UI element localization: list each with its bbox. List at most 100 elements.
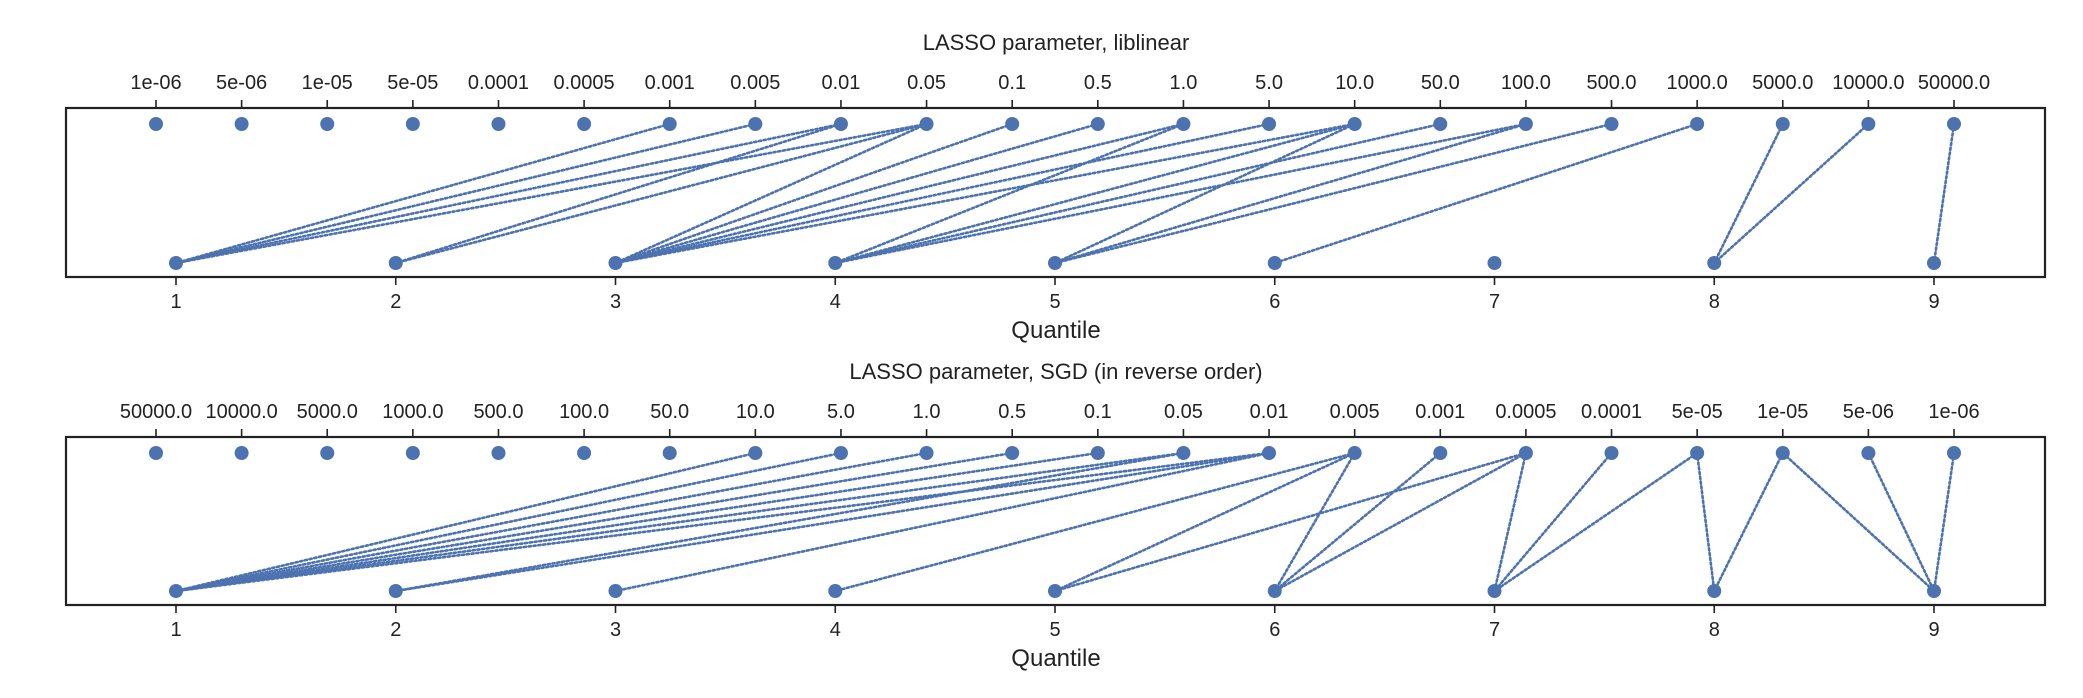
- top-tick-label: 100.0: [559, 401, 609, 423]
- link-line: [1712, 451, 1785, 593]
- top-point: [1604, 446, 1619, 460]
- top-tick-label: 500.0: [1586, 72, 1636, 94]
- bottom-tick-label: 6: [1269, 291, 1280, 313]
- top-tick-label: 5e-05: [387, 72, 438, 94]
- link-line: [1273, 451, 1356, 593]
- link-line: [1712, 122, 1870, 265]
- bottom-point: [608, 256, 623, 270]
- bottom-point: [169, 256, 183, 270]
- top-point: [1347, 446, 1362, 460]
- bottom-point: [828, 256, 843, 270]
- top-tick-label: 0.0001: [1581, 401, 1642, 423]
- link-line: [614, 122, 1100, 265]
- top-point: [1433, 117, 1448, 131]
- link-line: [1695, 451, 1716, 593]
- link-line: [1053, 122, 1356, 265]
- bottom-point: [1707, 256, 1722, 270]
- top-tick-label: 0.01: [1250, 401, 1289, 423]
- link-line: [1273, 451, 1528, 593]
- top-tick-label: 0.5: [998, 401, 1026, 423]
- top-point: [491, 117, 506, 131]
- bottom-tick-label: 4: [830, 619, 841, 641]
- top-tick-label: 0.05: [907, 72, 946, 94]
- link-line: [394, 451, 1271, 593]
- link-line: [394, 122, 843, 265]
- bottom-tick-label: 5: [1049, 619, 1060, 641]
- top-point: [1947, 446, 1961, 460]
- bottom-tick-label: 8: [1709, 619, 1720, 641]
- bottom-tick-label: 9: [1928, 291, 1939, 313]
- top-point: [1005, 117, 1020, 131]
- bottom-tick-label: 2: [390, 619, 401, 641]
- top-tick-label: 10.0: [1335, 72, 1374, 94]
- link-line: [833, 451, 1356, 593]
- bottom-point: [1048, 256, 1062, 270]
- top-tick-label: 1e-06: [1928, 401, 1979, 423]
- link-line: [1781, 451, 1936, 593]
- link-line: [1867, 451, 1936, 593]
- top-tick-label: 0.005: [730, 72, 780, 94]
- x-axis-label: Quantile: [1011, 645, 1100, 672]
- link-line: [174, 451, 1100, 593]
- bottom-tick-label: 9: [1928, 619, 1939, 641]
- top-point: [149, 446, 163, 460]
- bottom-point: [1487, 584, 1502, 598]
- top-point: [320, 117, 335, 131]
- link-line: [1493, 451, 1699, 593]
- link-line: [174, 451, 843, 593]
- top-point: [1347, 117, 1362, 131]
- top-tick-label: 5e-05: [1672, 401, 1723, 423]
- top-point: [748, 117, 763, 131]
- top-point: [1518, 446, 1533, 460]
- top-point: [320, 446, 335, 460]
- top-point: [405, 446, 420, 460]
- link-line: [833, 122, 1528, 265]
- top-tick-label: 5e-06: [1843, 401, 1894, 423]
- bottom-point: [1707, 584, 1722, 598]
- top-tick-label: 0.001: [645, 72, 695, 94]
- top-tick-label: 50.0: [650, 401, 689, 423]
- link-line: [174, 122, 672, 265]
- bottom-tick-label: 7: [1489, 291, 1500, 313]
- top-point: [1005, 446, 1020, 460]
- top-point: [1176, 446, 1191, 460]
- top-tick-label: 5.0: [1255, 72, 1283, 94]
- link-line: [833, 122, 1442, 265]
- top-tick-label: 0.0005: [1495, 401, 1556, 423]
- bottom-tick-label: 4: [830, 291, 841, 313]
- bottom-tick-label: 8: [1709, 291, 1720, 313]
- top-tick-label: 1.0: [913, 401, 941, 423]
- link-line: [833, 122, 1356, 265]
- top-point: [748, 446, 763, 460]
- top-tick-label: 1e-06: [130, 72, 181, 94]
- bottom-tick-label: 7: [1489, 619, 1500, 641]
- bottom-tick-label: 3: [610, 291, 621, 313]
- top-tick-label: 0.5: [1084, 72, 1112, 94]
- top-point: [149, 117, 163, 131]
- bottom-tick-label: 6: [1269, 619, 1280, 641]
- link-line: [833, 122, 1185, 265]
- link-line: [174, 451, 1014, 593]
- bottom-tick-label: 5: [1049, 291, 1060, 313]
- top-point: [234, 446, 249, 460]
- top-tick-label: 10.0: [736, 401, 775, 423]
- link-line: [614, 122, 1356, 265]
- top-point: [1604, 117, 1619, 131]
- top-point: [405, 117, 420, 131]
- top-point: [1861, 117, 1876, 131]
- top-point: [1090, 117, 1105, 131]
- top-point: [1775, 446, 1790, 460]
- link-line: [174, 451, 928, 593]
- top-point: [1262, 446, 1277, 460]
- top-tick-label: 100.0: [1501, 72, 1551, 94]
- top-point: [1176, 117, 1191, 131]
- bottom-point: [1927, 584, 1941, 598]
- bottom-point: [388, 256, 403, 270]
- link-line: [1273, 451, 1442, 593]
- top-tick-label: 0.1: [1084, 401, 1112, 423]
- link-line: [174, 122, 757, 265]
- top-tick-label: 1000.0: [1667, 72, 1728, 94]
- top-point: [577, 446, 592, 460]
- top-tick-label: 10000.0: [1832, 72, 1904, 94]
